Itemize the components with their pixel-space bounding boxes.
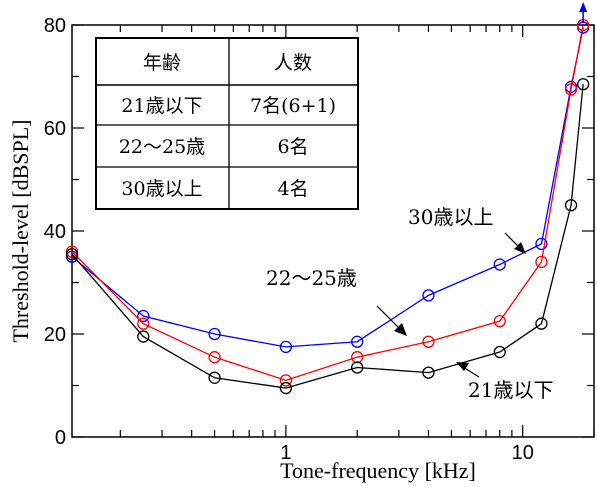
annotation-label-21-under: 21歳以下 (468, 378, 553, 402)
annotation-arrowhead-21-under (456, 362, 469, 371)
legend-table: 年齢 人数 21歳以下 7名(6+1) 22〜25歳 6名 30歳以上 4名 (95, 37, 359, 210)
data-point (422, 335, 435, 348)
data-point (493, 345, 506, 359)
data-point (422, 366, 435, 379)
table-cell-age: 30歳以上 (121, 178, 202, 200)
y-axis-title: Threshold-level [dBSPL] (8, 119, 33, 342)
data-point (564, 199, 578, 212)
series-group (65, 78, 590, 395)
data-point (137, 330, 150, 343)
data-point (493, 314, 506, 328)
data-point (351, 335, 364, 348)
y-tick-label: 80 (44, 15, 66, 37)
annotation-arrowhead-30plus (514, 242, 526, 254)
series-line (71, 24, 584, 382)
series-group (65, 21, 590, 354)
data-point (137, 309, 150, 323)
data-point (137, 317, 150, 330)
overflow-arrow (579, 2, 588, 23)
series-group (65, 18, 590, 387)
data-point (208, 351, 221, 364)
y-tick-label: 0 (55, 427, 66, 449)
data-point (535, 317, 548, 330)
overflow-arrow-head (579, 2, 588, 12)
data-point (535, 237, 548, 251)
table-header-age: 年齢 (143, 52, 181, 74)
annotation-arrow-21-under (462, 366, 480, 378)
x-tick-label: 1 (280, 442, 291, 464)
data-point (351, 351, 364, 364)
data-point (208, 371, 221, 384)
data-point (564, 83, 578, 96)
table-cell-count: 6名 (277, 136, 308, 158)
data-point (279, 381, 293, 395)
data-point (577, 78, 590, 91)
data-point (351, 361, 364, 374)
series-line (71, 27, 584, 348)
data-point (65, 248, 79, 261)
series-layer (65, 18, 590, 395)
table-cell-age: 21歳以下 (121, 95, 202, 117)
series-line (71, 84, 584, 389)
y-axis-ticks: 0 20 40 60 80 (44, 15, 594, 449)
x-axis-title: Tone-frequency [kHz] (280, 458, 476, 483)
y-tick-label: 40 (44, 221, 66, 243)
x-tick-label: 10 (512, 442, 534, 464)
annotation-arrowhead-22-25 (394, 323, 407, 336)
y-tick-label: 20 (44, 324, 66, 346)
annotation-label-30plus: 30歳以上 (408, 205, 493, 229)
y-tick-label: 60 (44, 118, 66, 140)
annotation-label-22-25: 22〜25歳 (266, 266, 357, 290)
table-header-count: 人数 (274, 52, 312, 74)
data-point (279, 374, 293, 387)
legend-table-border (95, 37, 359, 210)
x-axis-ticks: 1 10 (119, 25, 595, 464)
data-point (279, 340, 293, 354)
data-point (535, 255, 548, 269)
data-point (208, 327, 221, 341)
table-cell-count: 4名 (277, 178, 308, 200)
data-point (422, 289, 435, 302)
annotation-layer: 30歳以上 22〜25歳 21歳以下 (266, 205, 553, 402)
table-cell-count: 7名(6+1) (250, 95, 336, 117)
data-point (493, 258, 506, 271)
annotation-arrow-22-25 (376, 305, 401, 330)
table-cell-age: 22〜25歳 (119, 136, 205, 158)
